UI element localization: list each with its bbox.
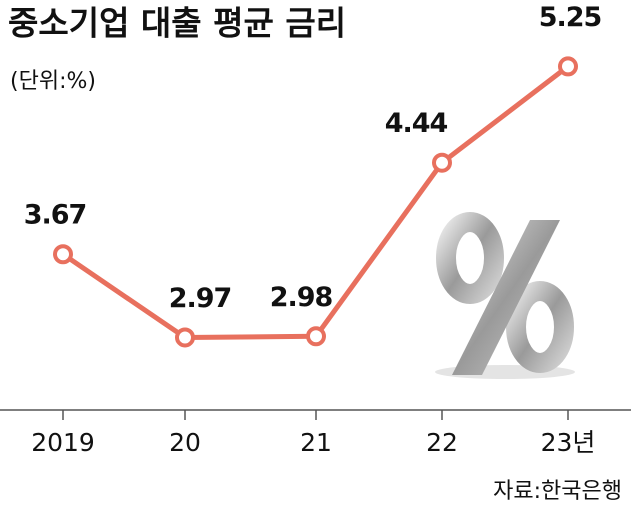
value-label: 2.97 — [169, 283, 232, 314]
x-tick-label: 20 — [169, 428, 201, 457]
percent-icon — [435, 212, 575, 379]
chart-subtitle: (단위:%) — [10, 69, 96, 94]
value-label: 3.67 — [24, 200, 87, 231]
value-label: 2.98 — [270, 282, 333, 313]
x-tick-label: 2019 — [31, 428, 95, 457]
chart-title: 중소기업 대출 평균 금리 — [8, 4, 346, 43]
marker — [53, 244, 73, 265]
value-label: 4.44 — [385, 108, 448, 139]
marker — [175, 327, 195, 348]
source: 자료:한국은행 — [493, 479, 622, 504]
marker — [558, 56, 578, 77]
value-label: 5.25 — [539, 2, 602, 33]
marker — [432, 152, 452, 173]
x-tick-label: 21 — [300, 428, 332, 457]
marker — [306, 326, 326, 347]
x-tick-label: 23년 — [541, 428, 596, 457]
x-tick-label: 22 — [426, 428, 458, 457]
